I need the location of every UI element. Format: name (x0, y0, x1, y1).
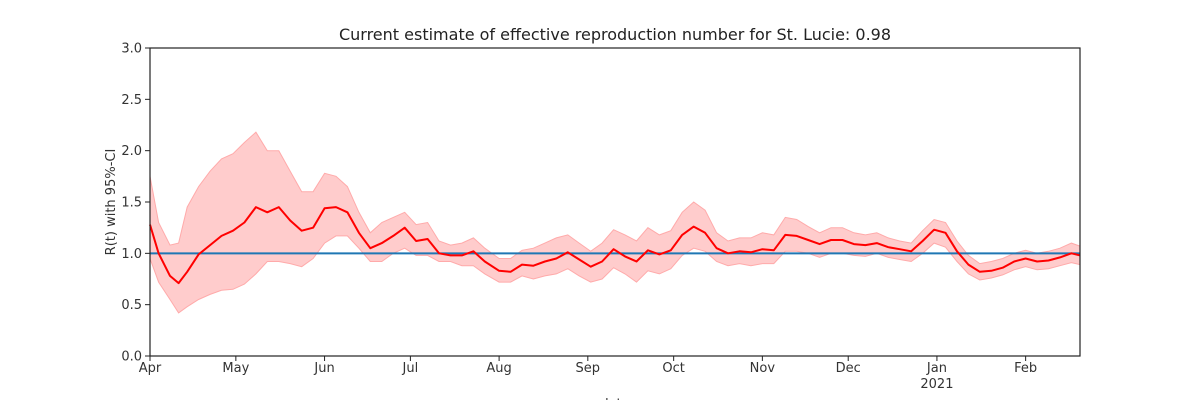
x-tick-label: Dec (836, 361, 861, 376)
x-axis-label: date (600, 397, 629, 400)
x-tick-label: Nov (750, 361, 776, 376)
x-tick-label: May (222, 361, 249, 376)
y-axis: 0.0 0.5 1.0 1.5 2.0 2.5 3.0 (121, 42, 150, 365)
y-tick-label: 1.0 (121, 247, 142, 262)
y-tick-label: 2.5 (121, 93, 142, 108)
x-tick-label: Feb (1014, 361, 1037, 376)
x-tick-label: Jul (402, 361, 419, 376)
x-tick-label: Jan (926, 361, 947, 376)
x-tick-label: Apr (139, 361, 162, 376)
ci-band (149, 131, 1081, 314)
x-tick-label: Aug (486, 361, 511, 376)
y-axis-label: R(t) with 95%-CI (104, 149, 119, 256)
x-tick-label: Sep (576, 361, 601, 376)
y-tick-label: 0.0 (121, 350, 142, 365)
y-tick-label: 2.0 (121, 144, 142, 159)
y-tick-label: 1.5 (121, 196, 142, 211)
y-tick-label: 3.0 (121, 42, 142, 57)
x-tick-label: Oct (662, 361, 684, 376)
y-tick-label: 0.5 (121, 298, 142, 313)
chart-title: Current estimate of effective reproducti… (339, 25, 891, 44)
estimate-line (149, 206, 1081, 285)
x-tick-label: Jun (313, 361, 334, 376)
x-tick-year-label: 2021 (920, 377, 953, 392)
